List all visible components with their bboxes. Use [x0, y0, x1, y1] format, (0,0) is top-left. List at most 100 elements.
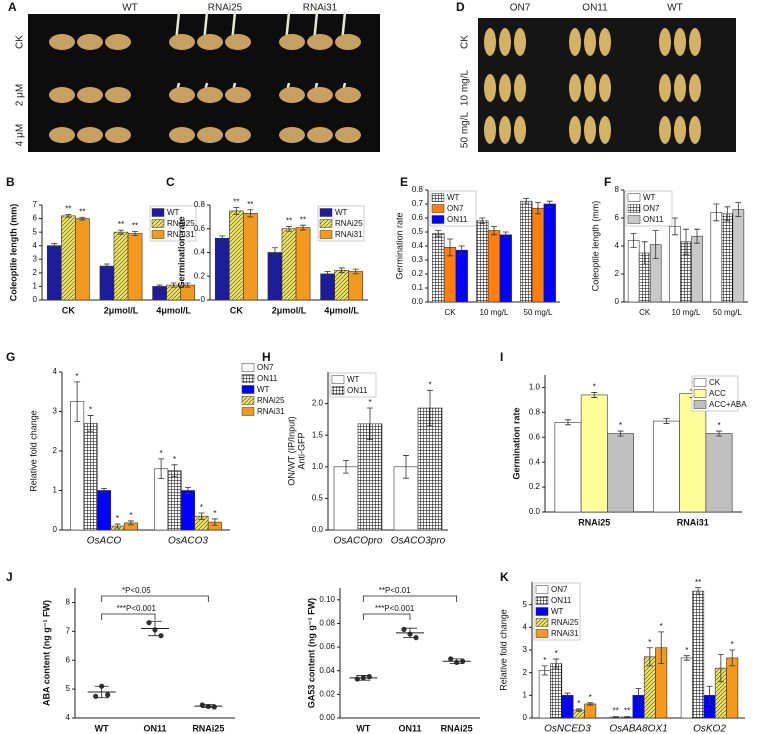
error-bar [132, 231, 139, 236]
significance-label: * [555, 649, 558, 658]
photo-row-label: CK [15, 35, 26, 49]
panel-letter: D [456, 0, 465, 14]
seed [584, 116, 596, 144]
significance-bracket [362, 613, 411, 620]
legend-label: RNAi25 [257, 396, 285, 405]
legend-label: RNAi25 [335, 219, 363, 228]
legend-swatch [331, 386, 345, 395]
sd-bar [356, 675, 371, 681]
y-tick-label: 4 [615, 241, 620, 250]
error-bar [683, 655, 690, 661]
seed [659, 116, 671, 144]
seed [197, 87, 223, 103]
legend-label: RNAi31 [335, 230, 363, 239]
error-bar [211, 518, 218, 526]
y-tick-label: 5 [33, 227, 38, 236]
significance-label: * [368, 398, 371, 407]
y-tick-label: 0 [523, 713, 528, 722]
legend-swatch [535, 596, 549, 605]
legend-swatch [535, 585, 549, 594]
seed [484, 74, 496, 102]
panel-letter: J [6, 570, 13, 584]
x-tick-label: 50 mg/L [713, 308, 742, 317]
y-tick-label: 2 [523, 668, 528, 677]
bar [550, 663, 563, 719]
error-bar [523, 198, 530, 205]
seed [569, 28, 581, 56]
bar [679, 393, 707, 513]
seed [49, 127, 75, 143]
error-bar [587, 702, 594, 706]
error-bar [367, 407, 373, 441]
bar [96, 490, 112, 531]
seed [197, 34, 223, 50]
y-axis-label: ON/WT (IP/Input) [286, 416, 296, 485]
bar [334, 270, 349, 301]
x-tick-label: OsABA8OX1 [609, 724, 667, 734]
x-tick-label: CK [230, 305, 243, 315]
seed [279, 87, 305, 103]
error-bar [717, 654, 724, 683]
data-point [366, 674, 372, 680]
error-bar [541, 665, 548, 676]
seed [279, 34, 305, 50]
seed [599, 116, 611, 144]
bar [554, 422, 582, 513]
bar [348, 271, 364, 301]
seed [584, 28, 596, 56]
bar [83, 423, 98, 531]
x-tick-label: 50 mg/L [524, 308, 553, 317]
y-tick-label: 0.0 [529, 507, 541, 516]
error-bar [338, 267, 345, 274]
y-tick-label: 6 [615, 213, 620, 222]
significance-label: ***P<0.001 [117, 604, 157, 613]
seed [514, 28, 526, 56]
legend-swatch [431, 193, 445, 202]
panel-letter: C [166, 175, 175, 189]
y-tick-label: 8 [66, 598, 71, 607]
y-tick-label: 5 [523, 600, 528, 609]
seed [225, 87, 251, 103]
bar [167, 470, 182, 531]
y-axis-label: Germination rate [511, 407, 521, 479]
error-bar [185, 486, 191, 495]
bar [538, 670, 551, 719]
legend-swatch [241, 363, 255, 372]
seed [584, 74, 596, 102]
bar [243, 213, 258, 301]
y-tick-label: 3 [53, 407, 58, 416]
legend-label: WT [551, 607, 564, 616]
legend-swatch [241, 374, 255, 383]
seed [169, 34, 195, 50]
x-tick-label: 10 mg/L [672, 308, 701, 317]
x-tick-label: ON11 [143, 723, 166, 733]
error-bar [612, 716, 619, 718]
y-tick-label: 0.04 [319, 666, 335, 675]
error-bar [652, 230, 659, 259]
error-bar [694, 228, 701, 244]
legend-label: ON11 [643, 215, 664, 224]
y-tick-label: 5 [66, 684, 71, 693]
legend-label: WT [167, 208, 180, 217]
y-tick-label: 0.6 [412, 213, 424, 222]
legend-swatch [319, 230, 333, 239]
seed [674, 28, 686, 56]
y-tick-label: 0.7 [412, 199, 424, 208]
significance-label: * [129, 511, 132, 520]
y-tick-label: 2.0 [312, 399, 324, 408]
error-bar [641, 241, 648, 265]
error-bar [695, 587, 702, 595]
bar [295, 227, 311, 301]
bar [543, 203, 556, 303]
y-tick-label: 6 [33, 214, 38, 223]
y-tick-label: 0 [33, 295, 38, 304]
seed [105, 87, 131, 103]
error-bar [630, 233, 637, 248]
y-axis-label: Germination rate [176, 216, 186, 288]
significance-label: *P<0.05 [122, 586, 151, 595]
seed [307, 34, 333, 50]
error-bar [706, 685, 713, 705]
data-point [211, 704, 217, 710]
seed [499, 74, 511, 102]
